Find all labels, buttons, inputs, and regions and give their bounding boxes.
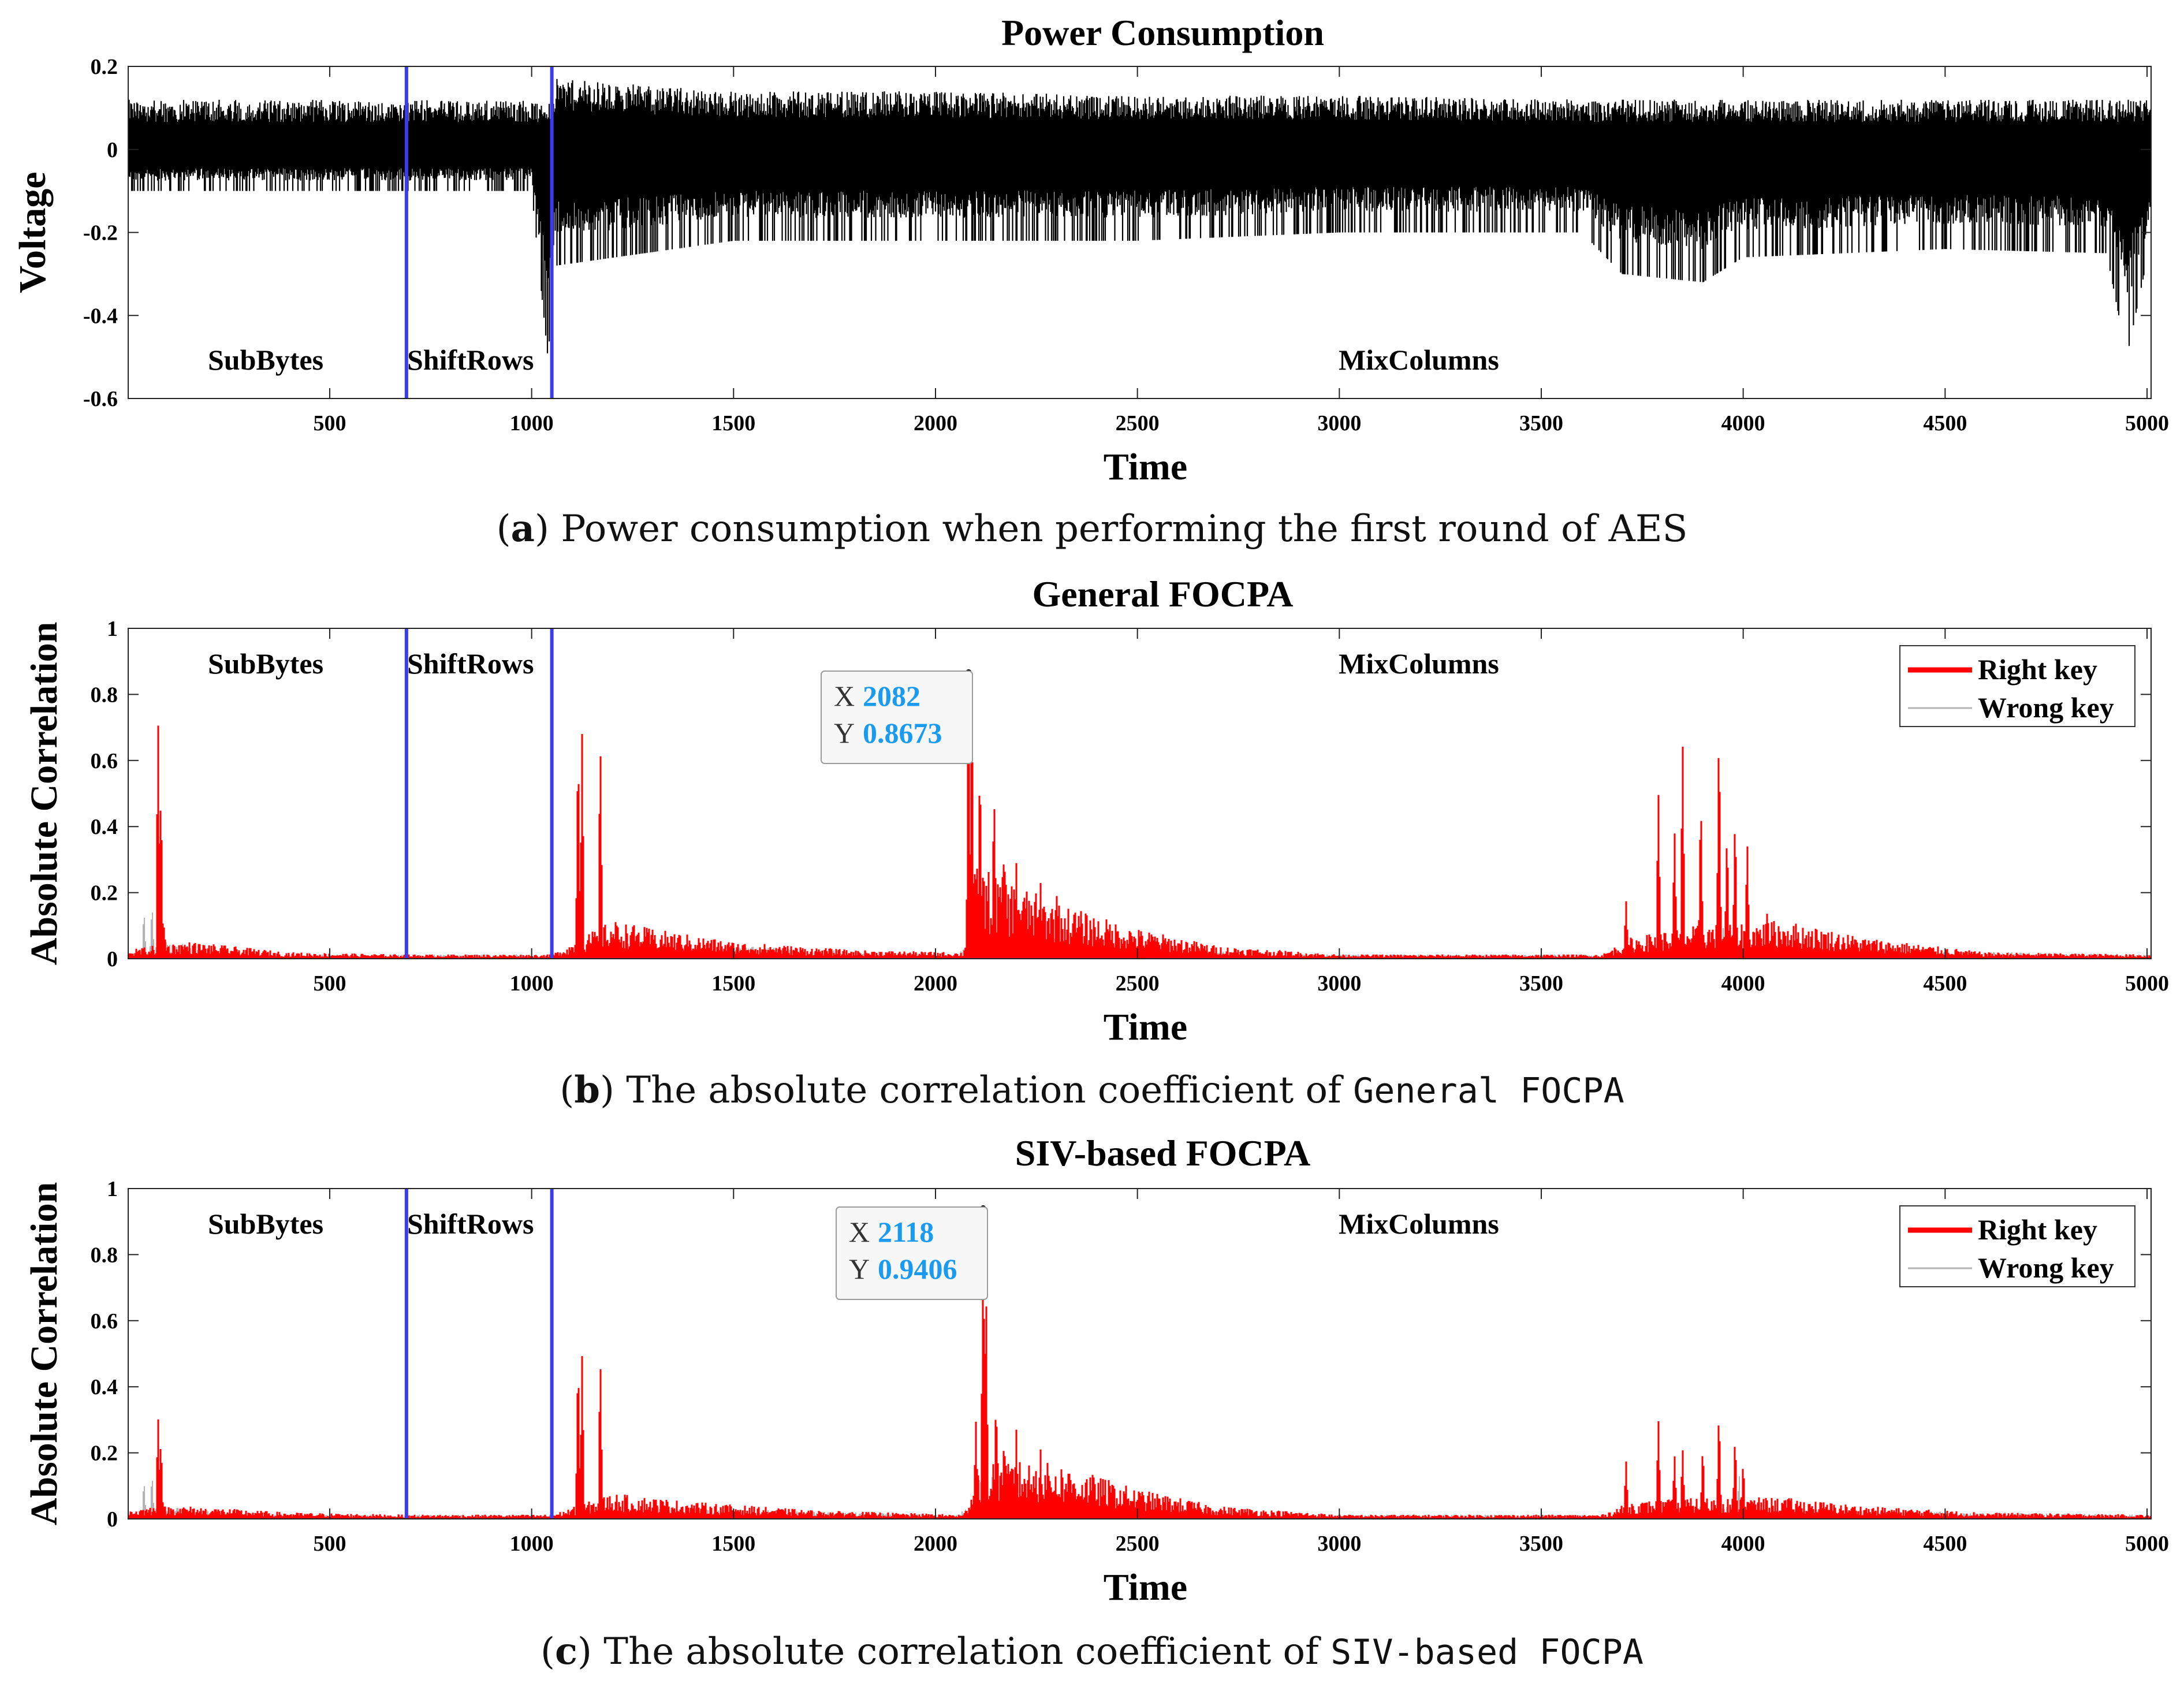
x-tick-label: 4000 [1721,1532,1765,1556]
caption-a: (a) Power consumption when performing th… [496,507,1688,550]
y-tick-label: -0.2 [83,221,118,245]
datatip-y-value: 0.8673 [863,717,942,749]
y-tick-label: 0.8 [91,683,118,707]
plot-area [128,718,2151,959]
x-tick-label: 1500 [711,411,755,435]
datatip-x-label: X [849,1216,870,1248]
y-tick-label: 0.4 [91,815,118,839]
region-label: SubBytes [208,1208,323,1240]
datatip-x-label: X [834,680,855,712]
y-tick-label: -0.4 [83,304,118,328]
x-axis-label: Time [1104,1006,1187,1048]
caption-b: (b) The absolute correlation coefficient… [560,1068,1624,1112]
x-tick-label: 2000 [914,971,957,996]
x-tick-label: 3500 [1519,1532,1563,1556]
x-tick-label: 5000 [2125,971,2169,996]
x-tick-label: 4000 [1721,971,1765,996]
region-label: ShiftRows [407,344,534,376]
x-tick-label: 500 [313,1532,346,1556]
x-tick-label: 2000 [914,411,957,435]
x-tick-label: 1000 [510,1532,554,1556]
y-tick-label: 0.2 [91,55,118,79]
x-tick-label: 1500 [711,1532,755,1556]
x-tick-label: 3500 [1519,411,1563,435]
x-tick-label: 1000 [510,411,554,435]
chart-title: General FOCPA [1032,573,1293,614]
x-tick-label: 500 [313,411,346,435]
legend-wrong-key-label: Wrong key [1978,691,2114,724]
general-focpa-chart: General FOCPA SubBytes ShiftRows MixColumns… [23,573,2169,1048]
datatip-y-value: 0.9406 [878,1253,957,1285]
axes-frame [128,628,2152,959]
x-tick-label: 5000 [2125,1532,2169,1556]
datatip-box [821,671,973,764]
y-axis-label: Absolute Correlation [23,622,65,966]
y-tick-label: 1 [107,617,118,641]
region-label: MixColumns [1339,1208,1499,1240]
x-axis-label: Time [1104,446,1187,488]
caption-c: (c) The absolute correlation coefficient… [541,1630,1643,1673]
y-tick-label: 0.2 [91,881,118,906]
region-label: SubBytes [208,344,323,376]
datatip-y-label: Y [834,717,855,749]
y-tick-label: -0.6 [83,387,118,411]
siv-focpa-chart: SIV-based FOCPA SubBytes ShiftRows MixColum… [23,1133,2169,1608]
legend-wrong-key-label: Wrong key [1978,1252,2114,1284]
chart-title: Power Consumption [1001,12,1324,53]
x-tick-label: 4000 [1721,411,1765,435]
x-tick-label: 3000 [1317,1532,1361,1556]
datatip-y-label: Y [849,1253,870,1285]
x-tick-label: 3000 [1317,411,1361,435]
x-tick-label: 4500 [1923,411,1967,435]
y-tick-label: 0.4 [91,1375,118,1399]
x-tick-label: 5000 [2125,411,2169,435]
y-tick-label: 0.6 [91,1309,118,1334]
x-tick-label: 4500 [1923,1532,1967,1556]
y-tick-label: 1 [107,1177,118,1201]
power-trace-line [128,79,2151,353]
power-consumption-chart: Power Consumption SubBytes ShiftRows MixCol… [12,12,2169,488]
y-tick-label: 0.6 [91,749,118,773]
region-label: ShiftRows [407,1208,534,1240]
chart-title: SIV-based FOCPA [1015,1133,1310,1174]
datatip-x-value: 2082 [863,680,920,712]
region-label: ShiftRows [407,647,534,680]
x-tick-label: 3500 [1519,971,1563,996]
y-tick-label: 0 [107,138,118,162]
y-tick-label: 0 [107,1507,118,1532]
y-tick-label: 0 [107,947,118,971]
x-axis-label: Time [1104,1566,1187,1608]
x-tick-label: 1500 [711,971,755,996]
x-tick-label: 4500 [1923,971,1967,996]
x-tick-label: 2500 [1116,971,1160,996]
x-tick-label: 1000 [510,971,554,996]
plot-area [128,1245,2151,1519]
legend-box [1899,1205,2135,1287]
axes-frame [128,1188,2152,1519]
x-tick-label: 2000 [914,1532,957,1556]
right-key-line [128,1245,2151,1519]
datatip-box [836,1206,988,1300]
x-tick-label: 3000 [1317,971,1361,996]
region-label: MixColumns [1339,647,1499,680]
x-tick-label: 2500 [1116,411,1160,435]
x-tick-label: 500 [313,971,346,996]
region-label: SubBytes [208,647,323,680]
legend-right-key-label: Right key [1978,1213,2097,1246]
legend-box [1899,645,2135,727]
right-key-line [128,718,2151,959]
legend-right-key-label: Right key [1978,653,2097,686]
y-axis-label: Voltage [12,172,54,293]
y-tick-label: 0.8 [91,1243,118,1267]
plot-area [128,79,2151,353]
y-tick-label: 0.2 [91,1442,118,1466]
y-axis-label: Absolute Correlation [23,1182,65,1526]
region-label: MixColumns [1339,344,1499,376]
datatip-x-value: 2118 [878,1216,934,1248]
x-tick-label: 2500 [1116,1532,1160,1556]
